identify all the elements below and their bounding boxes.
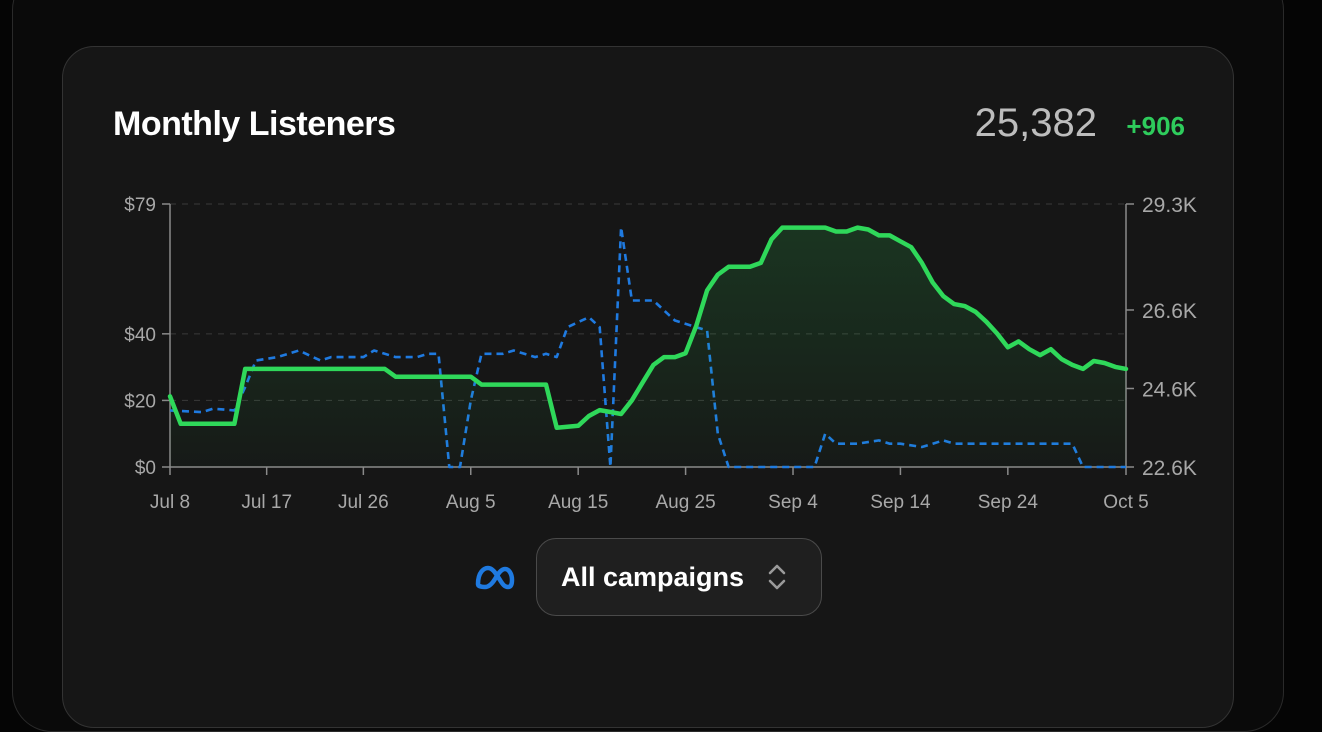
right-tick-label: 22.6K <box>1142 457 1197 480</box>
campaign-selector[interactable]: All campaigns <box>536 538 822 616</box>
listener-delta: +906 <box>1126 111 1185 141</box>
x-tick-label: Jul 17 <box>241 492 292 513</box>
x-tick-label: Sep 4 <box>768 492 818 513</box>
campaign-controls: All campaigns <box>474 538 822 616</box>
right-tick-label: 24.6K <box>1142 378 1197 401</box>
tick-labels: $0 $20 $40 $79 22.6K 24.6K 26.6K 29.3K Jul 8 Jul … <box>124 194 1197 513</box>
left-tick-label: $0 <box>135 458 156 479</box>
left-tick-label: $79 <box>124 195 156 216</box>
x-tick-label: Jul 8 <box>150 492 190 513</box>
x-tick-label: Sep 14 <box>870 492 931 513</box>
meta-icon[interactable] <box>474 562 516 592</box>
left-tick-label: $40 <box>124 325 156 346</box>
listener-count: 25,382 <box>974 101 1097 145</box>
right-tick-label: 26.6K <box>1142 300 1197 323</box>
chevron-up-down-icon <box>768 564 786 590</box>
campaign-selector-label: All campaigns <box>561 561 745 592</box>
listeners-line <box>167 225 1129 430</box>
x-tick-label: Jul 26 <box>338 492 389 513</box>
right-tick-label: 29.3K <box>1142 194 1197 217</box>
left-tick-label: $20 <box>124 391 156 412</box>
x-tick-label: Aug 25 <box>655 492 715 513</box>
chart-series <box>167 225 1129 469</box>
listeners-area <box>170 227 1126 467</box>
card-title: Monthly Listeners <box>113 105 396 143</box>
x-tick-label: Oct 5 <box>1103 492 1148 513</box>
x-tick-label: Sep 24 <box>978 492 1039 513</box>
x-tick-label: Aug 5 <box>446 492 496 513</box>
listeners-chart: $0 $20 $40 $79 22.6K 24.6K 26.6K 29.3K Jul 8 Jul … <box>124 194 1197 513</box>
x-tick-label: Aug 15 <box>548 492 608 513</box>
